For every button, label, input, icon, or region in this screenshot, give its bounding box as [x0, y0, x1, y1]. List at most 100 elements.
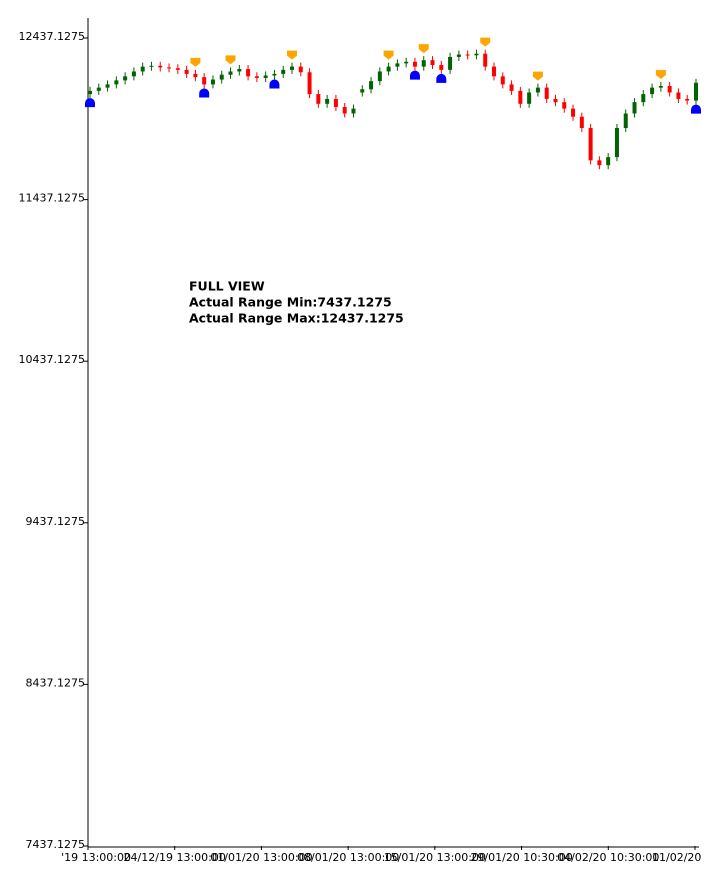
candle-body — [571, 108, 576, 117]
candle-body — [606, 157, 611, 166]
candle-body — [149, 65, 154, 67]
candle-body — [105, 84, 110, 88]
x-tick-label: 04/02/20 10:30:00 — [557, 851, 659, 864]
candle-body — [597, 160, 602, 166]
candle-body — [474, 53, 479, 56]
x-tick-label: 15/01/20 13:00:00 — [384, 851, 486, 864]
candle-body — [131, 71, 136, 77]
candle-body — [483, 53, 488, 67]
x-tick-label: 11/02/20 — [652, 851, 701, 864]
buy-signal — [269, 79, 280, 89]
candle-body — [641, 94, 646, 103]
buy-signal — [436, 73, 447, 83]
candle-body — [667, 86, 672, 93]
candle-body — [193, 73, 198, 78]
candle-body — [544, 87, 549, 99]
candle-body — [535, 87, 540, 93]
candle-body — [439, 65, 444, 70]
candle-body — [360, 89, 365, 93]
buy-signal — [691, 104, 701, 114]
y-tick-label: 9437.1275 — [26, 515, 86, 528]
x-tick-label: 24/12/19 13:00:00 — [124, 851, 226, 864]
candle-body — [404, 61, 409, 64]
candle-body — [685, 98, 690, 101]
buy-signal — [409, 70, 420, 80]
candle-body — [158, 65, 163, 68]
sell-signal — [532, 71, 543, 81]
candle-body — [237, 69, 242, 72]
x-tick-label: 01/01/20 13:00:00 — [210, 851, 312, 864]
candle-body — [219, 74, 224, 80]
y-tick-label: 12437.1275 — [19, 30, 85, 43]
candle-body — [175, 68, 180, 70]
sell-signal — [655, 69, 666, 79]
candle-body — [351, 108, 356, 114]
candle-body — [448, 56, 453, 70]
candle-body — [342, 107, 347, 114]
candle-body — [325, 98, 330, 104]
candle-body — [386, 66, 391, 72]
candle-body — [272, 73, 277, 76]
candle-body — [96, 87, 101, 91]
x-tick-label: '19 13:00:00 — [61, 851, 131, 864]
buy-signal — [85, 98, 95, 108]
candle-body — [676, 92, 681, 99]
candle-body — [430, 60, 435, 66]
candle-body — [123, 76, 128, 81]
candle-body — [579, 116, 584, 129]
sell-signal — [480, 37, 491, 47]
sell-signal — [287, 50, 297, 60]
sell-signal — [190, 57, 201, 67]
candle-body — [114, 80, 119, 85]
candle-body — [614, 128, 619, 158]
candle-body — [184, 69, 189, 74]
y-tick-label: 11437.1275 — [19, 192, 85, 205]
x-tick-label: 29/01/20 10:30:00 — [470, 851, 572, 864]
candle-body — [298, 66, 303, 73]
candle-body — [167, 67, 172, 69]
candle-body — [465, 54, 470, 56]
annotation: FULL VIEW — [189, 279, 265, 294]
annotation: Actual Range Max:12437.1275 — [189, 311, 404, 326]
candle-body — [588, 128, 593, 161]
candle-body — [210, 79, 215, 85]
y-tick-label: 7437.1275 — [26, 838, 86, 851]
candle-body — [316, 94, 321, 104]
candle-body — [202, 77, 207, 85]
y-tick-label: 8437.1275 — [26, 676, 86, 689]
candle-body — [263, 75, 268, 78]
candle-body — [254, 76, 259, 78]
candle-body — [527, 92, 532, 104]
candle-body — [456, 54, 461, 57]
candle-body — [694, 82, 698, 101]
y-tick-label: 10437.1275 — [19, 353, 85, 366]
candle-body — [281, 69, 286, 74]
candle-body — [492, 66, 496, 77]
candle-body — [562, 102, 567, 109]
candle-body — [369, 81, 374, 90]
candle-body — [650, 87, 655, 95]
candle-body — [623, 113, 628, 129]
candle-body — [500, 76, 505, 85]
candle-body — [412, 61, 417, 67]
x-tick-label: 08/01/20 13:00:00 — [297, 851, 399, 864]
sell-signal — [418, 44, 429, 54]
candle-body — [333, 98, 338, 108]
candle-body — [395, 63, 400, 67]
candle-body — [421, 60, 426, 67]
candle-body — [632, 102, 637, 114]
annotation: Actual Range Min:7437.1275 — [189, 295, 392, 310]
sell-signal — [225, 55, 236, 65]
sell-signal — [383, 50, 394, 60]
candle-body — [509, 84, 514, 91]
candle-body — [553, 98, 558, 103]
candle-body — [377, 71, 382, 82]
candle-body — [658, 86, 663, 88]
candle-body — [518, 90, 523, 104]
candle-body — [88, 90, 92, 95]
candle-body — [290, 66, 294, 70]
buy-signal — [199, 88, 210, 98]
candle-body — [307, 72, 312, 95]
candle-body — [246, 69, 251, 77]
